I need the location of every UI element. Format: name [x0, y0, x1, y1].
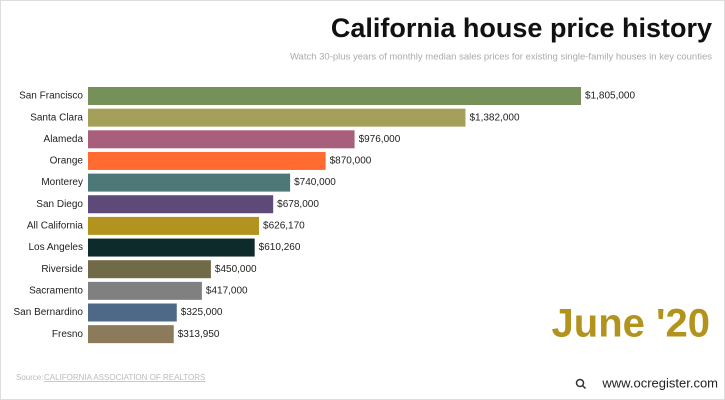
value-label: $976,000: [359, 134, 401, 145]
bar: [88, 130, 355, 149]
chart-subtitle: Watch 30-plus years of monthly median sa…: [290, 52, 712, 63]
value-label: $1,382,000: [469, 112, 519, 123]
bar: [88, 195, 274, 214]
bar: [88, 238, 255, 257]
value-label: $417,000: [206, 285, 248, 296]
bar: [88, 325, 174, 344]
bar: [88, 303, 177, 322]
bar: [88, 173, 291, 192]
bar: [88, 260, 211, 279]
category-label: Los Angeles: [29, 242, 84, 253]
value-label: $450,000: [215, 264, 257, 275]
source: CALIFORNIA ASSOCIATION OF REALTORS: [44, 373, 205, 382]
value-label: $313,950: [178, 329, 220, 340]
category-label: San Bernardino: [14, 307, 84, 318]
value-label: $610,260: [259, 242, 301, 253]
value-label: $325,000: [181, 307, 223, 318]
value-label: $626,170: [263, 221, 305, 232]
watermark: www.ocregister.com: [601, 375, 718, 390]
category-label: Alameda: [44, 134, 84, 145]
category-label: All California: [27, 221, 84, 232]
bar: [88, 281, 202, 300]
bar: [88, 87, 581, 105]
category-label: San Francisco: [19, 91, 83, 102]
date-label: June '20: [552, 302, 710, 346]
bar: [88, 216, 260, 235]
category-label: Fresno: [52, 329, 84, 340]
value-label: $740,000: [294, 177, 336, 188]
category-label: Monterey: [41, 177, 83, 188]
value-label: $1,805,000: [585, 91, 635, 102]
bar: [88, 151, 326, 170]
category-label: Sacramento: [29, 285, 83, 296]
chart-title: California house price history: [331, 13, 712, 43]
search-icon-handle: [581, 384, 587, 390]
category-label: Santa Clara: [30, 112, 83, 123]
search-icon: [575, 378, 585, 388]
source-prefix: Source:: [16, 373, 44, 382]
value-label: $870,000: [330, 156, 372, 167]
category-label: San Diego: [36, 199, 83, 210]
value-label: $678,000: [277, 199, 319, 210]
category-label: Orange: [50, 156, 84, 167]
bar: [88, 108, 466, 127]
category-label: Riverside: [41, 264, 83, 275]
